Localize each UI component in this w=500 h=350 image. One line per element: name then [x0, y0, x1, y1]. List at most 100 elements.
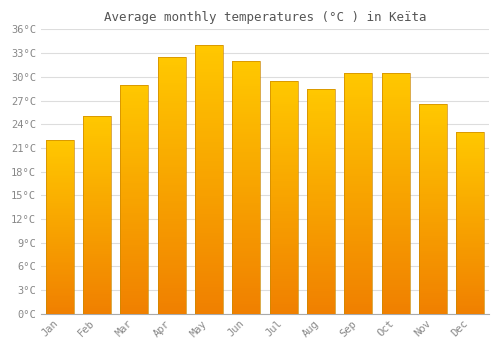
- Bar: [419, 150, 447, 153]
- Bar: [46, 260, 74, 261]
- Bar: [232, 278, 260, 281]
- Bar: [344, 83, 372, 85]
- Bar: [270, 146, 297, 148]
- Bar: [195, 80, 223, 83]
- Bar: [232, 243, 260, 245]
- Bar: [419, 261, 447, 264]
- Bar: [344, 131, 372, 133]
- Bar: [270, 234, 297, 237]
- Bar: [120, 215, 148, 218]
- Bar: [307, 174, 335, 176]
- Bar: [456, 268, 484, 270]
- Bar: [382, 85, 409, 87]
- Bar: [120, 286, 148, 288]
- Bar: [456, 139, 484, 141]
- Bar: [83, 130, 111, 132]
- Bar: [120, 281, 148, 284]
- Bar: [344, 203, 372, 205]
- Bar: [270, 81, 297, 314]
- Bar: [83, 254, 111, 257]
- Bar: [46, 256, 74, 258]
- Bar: [195, 45, 223, 48]
- Bar: [232, 144, 260, 147]
- Bar: [120, 135, 148, 138]
- Bar: [456, 312, 484, 314]
- Bar: [344, 106, 372, 109]
- Bar: [456, 256, 484, 257]
- Bar: [158, 190, 186, 193]
- Bar: [195, 246, 223, 249]
- Bar: [456, 243, 484, 245]
- Bar: [344, 143, 372, 145]
- Bar: [120, 222, 148, 224]
- Bar: [382, 224, 409, 227]
- Bar: [120, 186, 148, 188]
- Bar: [382, 246, 409, 249]
- Bar: [419, 177, 447, 180]
- Bar: [158, 275, 186, 278]
- Bar: [270, 202, 297, 204]
- Bar: [344, 270, 372, 273]
- Bar: [382, 90, 409, 92]
- Bar: [46, 294, 74, 296]
- Bar: [232, 190, 260, 193]
- Bar: [270, 158, 297, 160]
- Bar: [382, 258, 409, 261]
- Bar: [232, 187, 260, 190]
- Bar: [120, 133, 148, 135]
- Bar: [307, 237, 335, 239]
- Bar: [83, 294, 111, 296]
- Bar: [419, 123, 447, 125]
- Bar: [344, 297, 372, 299]
- Bar: [307, 266, 335, 269]
- Bar: [456, 187, 484, 188]
- Bar: [83, 126, 111, 128]
- Bar: [456, 143, 484, 145]
- Bar: [46, 263, 74, 265]
- Bar: [344, 176, 372, 179]
- Bar: [419, 144, 447, 146]
- Bar: [120, 190, 148, 192]
- Bar: [158, 111, 186, 113]
- Bar: [158, 108, 186, 111]
- Bar: [382, 248, 409, 251]
- Bar: [46, 249, 74, 251]
- Bar: [46, 230, 74, 232]
- Bar: [419, 175, 447, 178]
- Bar: [83, 199, 111, 201]
- Bar: [382, 97, 409, 99]
- Bar: [419, 153, 447, 155]
- Bar: [83, 234, 111, 237]
- Bar: [270, 288, 297, 290]
- Bar: [120, 263, 148, 266]
- Bar: [456, 281, 484, 283]
- Bar: [307, 142, 335, 145]
- Bar: [270, 186, 297, 188]
- Bar: [195, 190, 223, 193]
- Bar: [232, 283, 260, 286]
- Bar: [195, 56, 223, 59]
- Bar: [307, 210, 335, 212]
- Bar: [456, 132, 484, 314]
- Bar: [195, 287, 223, 289]
- Bar: [419, 104, 447, 314]
- Bar: [232, 139, 260, 142]
- Bar: [456, 196, 484, 197]
- Bar: [46, 236, 74, 237]
- Bar: [158, 93, 186, 96]
- Bar: [83, 227, 111, 229]
- Bar: [46, 189, 74, 190]
- Bar: [46, 211, 74, 213]
- Bar: [120, 165, 148, 167]
- Bar: [382, 196, 409, 198]
- Bar: [382, 203, 409, 205]
- Bar: [232, 76, 260, 79]
- Bar: [232, 223, 260, 225]
- Bar: [195, 254, 223, 257]
- Bar: [307, 176, 335, 179]
- Bar: [158, 78, 186, 80]
- Bar: [270, 230, 297, 232]
- Bar: [195, 193, 223, 196]
- Bar: [307, 287, 335, 289]
- Bar: [344, 191, 372, 193]
